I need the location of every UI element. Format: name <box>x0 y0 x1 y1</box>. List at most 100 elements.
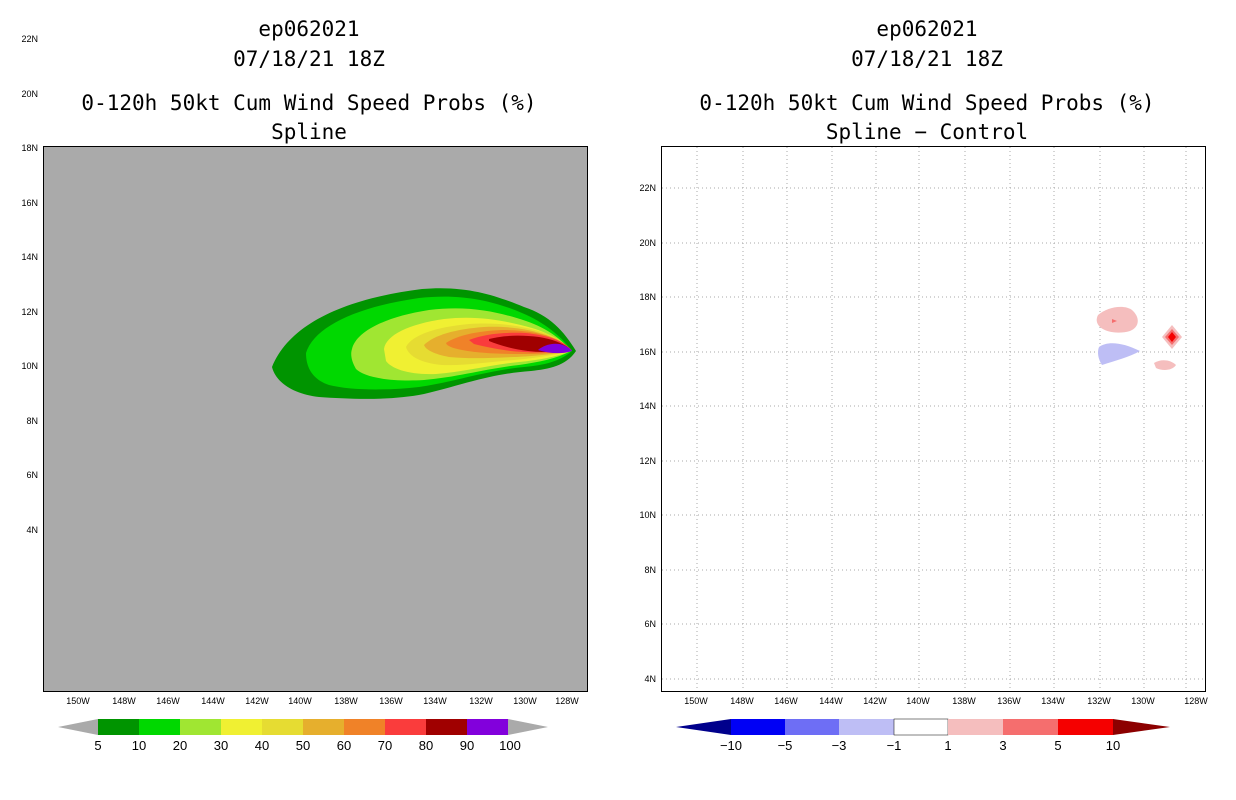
colorbar-label: 100 <box>499 738 521 753</box>
lon-label: 146W <box>156 696 180 706</box>
lon-label: 130W <box>513 696 537 706</box>
colorbar-swatch <box>344 719 385 735</box>
colorbar-label: 10 <box>1105 738 1121 753</box>
lat-label: 10N <box>21 361 38 371</box>
colorbar-label: 10 <box>131 738 147 753</box>
lat-label: 22N <box>639 183 656 193</box>
storm-id: ep062021 <box>876 17 978 41</box>
colorbar-label: 40 <box>254 738 270 753</box>
lon-label: 136W <box>997 696 1021 706</box>
colorbar-swatch <box>839 719 894 735</box>
colorbar-swatch <box>893 718 949 736</box>
lon-label: 132W <box>1087 696 1111 706</box>
datetime: 07/18/21 18Z <box>233 47 385 71</box>
lon-label: 150W <box>66 696 90 706</box>
lat-label: 22N <box>21 34 38 44</box>
colorbar-over-arrow <box>508 719 548 735</box>
probability-contours <box>272 288 576 399</box>
lat-label: 6N <box>644 619 656 629</box>
colorbar-label: 30 <box>213 738 229 753</box>
lat-label: 20N <box>639 238 656 248</box>
lon-label: 138W <box>334 696 358 706</box>
colorbar-swatch <box>180 719 221 735</box>
product-title: 0-120h 50kt Cum Wind Speed Probs (%) <box>699 91 1155 115</box>
colorbar-label: 80 <box>418 738 434 753</box>
colorbar-label: 70 <box>377 738 393 753</box>
lat-label: 12N <box>21 307 38 317</box>
colorbar-swatch <box>303 719 344 735</box>
colorbar-swatch <box>467 719 508 735</box>
colorbar-swatch <box>426 719 467 735</box>
lon-label: 130W <box>1131 696 1155 706</box>
lat-label: 8N <box>644 565 656 575</box>
lon-label: 142W <box>245 696 269 706</box>
lon-label: 128W <box>1184 696 1208 706</box>
grid-lines <box>662 147 1205 691</box>
colorbar-over-arrow <box>1113 719 1170 735</box>
colorbar-swatch <box>221 719 262 735</box>
diff-negative-1 <box>1098 343 1140 365</box>
lat-label: 6N <box>26 470 38 480</box>
colorbar-label: 5 <box>1054 738 1062 753</box>
colorbar-swatch <box>731 719 785 735</box>
lon-label: 148W <box>112 696 136 706</box>
colorbar-label: −5 <box>777 738 793 753</box>
probability-map <box>43 146 588 692</box>
colorbar-label: −3 <box>831 738 847 753</box>
difference-contours <box>662 147 1205 691</box>
contour-90 <box>538 343 572 354</box>
colorbar-label: 20 <box>172 738 188 753</box>
lon-label: 140W <box>288 696 312 706</box>
datetime: 07/18/21 18Z <box>851 47 1003 71</box>
panel-subtitle: Spline − Control <box>825 120 1029 144</box>
lat-label: 4N <box>26 525 38 535</box>
colorbar-under-arrow <box>58 719 98 735</box>
colorbar-swatch <box>385 719 426 735</box>
lat-label: 20N <box>21 89 38 99</box>
colorbar-under-arrow <box>676 719 731 735</box>
colorbar-label: 1 <box>944 738 952 753</box>
lon-label: 146W <box>774 696 798 706</box>
lon-label: 132W <box>469 696 493 706</box>
lon-label: 144W <box>819 696 843 706</box>
lon-label: 134W <box>423 696 447 706</box>
lon-label: 140W <box>906 696 930 706</box>
lat-label: 12N <box>639 456 656 466</box>
diff-positive-5-diamond <box>1168 332 1176 342</box>
lon-label: 142W <box>863 696 887 706</box>
colorbar-label: 5 <box>94 738 102 753</box>
colorbar-label: −10 <box>719 738 743 753</box>
colorbar-label: 3 <box>999 738 1007 753</box>
diff-positive-1 <box>1096 306 1138 333</box>
lon-label: 138W <box>952 696 976 706</box>
lon-label: 148W <box>730 696 754 706</box>
diff-positive-1-small <box>1154 360 1176 370</box>
panel-subtitle: Spline <box>271 120 347 144</box>
colorbar-swatch <box>139 719 180 735</box>
colorbar-label: 50 <box>295 738 311 753</box>
lat-label: 14N <box>21 252 38 262</box>
colorbar-label: 90 <box>459 738 475 753</box>
diff-positive-3 <box>1112 319 1117 323</box>
lon-label: 150W <box>684 696 708 706</box>
lat-label: 18N <box>21 143 38 153</box>
lat-label: 4N <box>644 674 656 684</box>
lon-label: 136W <box>379 696 403 706</box>
left-panel: ep062021 07/18/21 18Z 0-120h 50kt Cum Wi… <box>21 17 588 753</box>
product-title: 0-120h 50kt Cum Wind Speed Probs (%) <box>81 91 537 115</box>
colorbar-swatch <box>98 719 139 735</box>
colorbar-label: 60 <box>336 738 352 753</box>
colorbar-swatch <box>785 719 839 735</box>
colorbar-swatch <box>948 719 1003 735</box>
difference-map <box>661 146 1206 692</box>
lon-label: 128W <box>555 696 579 706</box>
colorbar-swatch <box>1003 719 1058 735</box>
lat-label: 16N <box>639 347 656 357</box>
lat-label: 14N <box>639 401 656 411</box>
colorbar-swatch <box>262 719 303 735</box>
storm-id: ep062021 <box>258 17 360 41</box>
lon-label: 144W <box>201 696 225 706</box>
lat-label: 8N <box>26 416 38 426</box>
colorbar-swatch <box>1058 719 1113 735</box>
lat-label: 18N <box>639 292 656 302</box>
